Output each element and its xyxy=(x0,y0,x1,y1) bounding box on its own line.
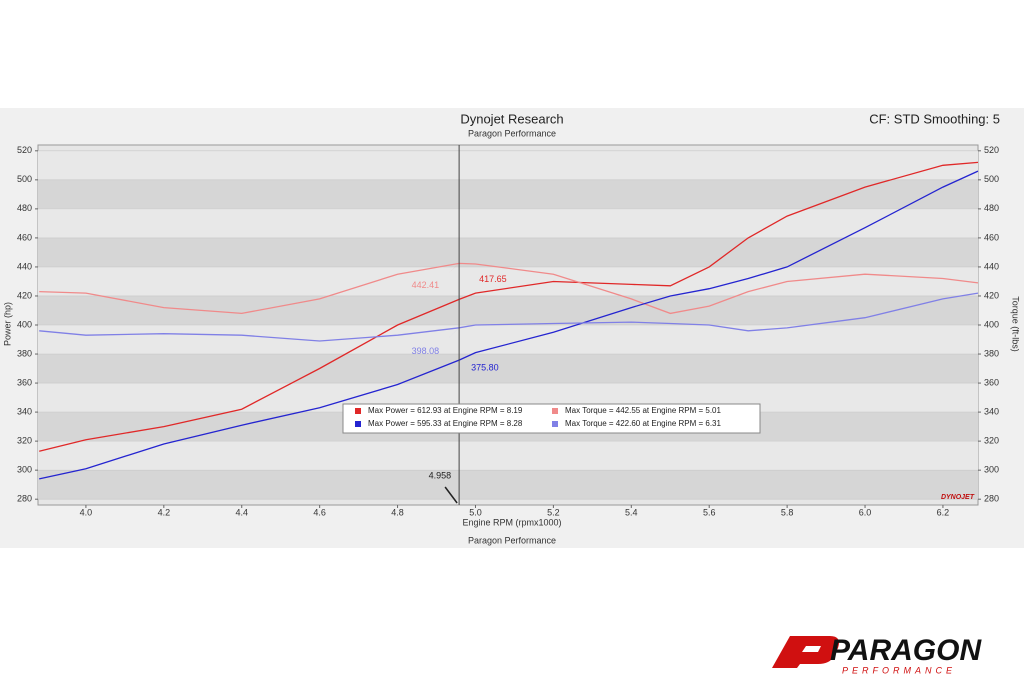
grid-band xyxy=(38,237,978,267)
grid-band xyxy=(38,325,978,355)
y-tick-label: 380 xyxy=(17,348,32,358)
x-tick-label: 4.8 xyxy=(391,507,404,517)
x-tick-label: 6.2 xyxy=(937,507,950,517)
legend-label: Max Torque = 442.55 at Engine RPM = 5.01 xyxy=(565,406,722,415)
x-tick-label: 4.4 xyxy=(235,507,248,517)
grid-band xyxy=(38,150,978,180)
readout-label: 417.65 xyxy=(479,274,507,284)
y2-tick-label: 360 xyxy=(984,377,999,387)
x-tick-label: 4.0 xyxy=(80,507,93,517)
readout-arrow xyxy=(448,327,460,338)
series-line xyxy=(39,292,979,342)
grid-band xyxy=(38,179,978,209)
y-tick-label: 500 xyxy=(17,174,32,184)
x-tick-label: 5.0 xyxy=(469,507,482,517)
legend-swatch xyxy=(552,408,558,414)
y-axis-label: Power (hp) xyxy=(2,302,12,346)
grid-band xyxy=(38,441,978,471)
y2-tick-label: 520 xyxy=(984,145,999,155)
y2-tick-label: 400 xyxy=(984,319,999,329)
readout-arrow xyxy=(448,263,460,274)
y-tick-label: 440 xyxy=(17,261,32,271)
y2-axis-label: Torque (ft-lbs) xyxy=(1011,296,1021,352)
x-tick-label: 4.6 xyxy=(313,507,326,517)
x-tick-label: 5.2 xyxy=(547,507,560,517)
footer: Paragon Performance xyxy=(468,535,556,545)
y2-tick-label: 420 xyxy=(984,290,999,300)
legend-swatch xyxy=(355,421,361,427)
chart-subtitle: Paragon Performance xyxy=(468,128,556,138)
readout-label: 398.08 xyxy=(412,346,440,356)
y2-tick-label: 320 xyxy=(984,436,999,446)
x-axis-label: Engine RPM (rpmx1000) xyxy=(462,517,561,527)
y2-tick-label: 440 xyxy=(984,261,999,271)
chart-title: Dynojet Research xyxy=(460,111,563,126)
logo: PARAGON PERFORMANCE xyxy=(772,634,982,675)
x-tick-label: 5.4 xyxy=(625,507,638,517)
y-tick-label: 340 xyxy=(17,406,32,416)
y-tick-label: 460 xyxy=(17,232,32,242)
logo-tagline: PERFORMANCE xyxy=(842,665,956,675)
y2-tick-label: 280 xyxy=(984,494,999,504)
x-tick-label: 4.2 xyxy=(158,507,171,517)
series-line xyxy=(39,170,979,480)
x-tick-label: 6.0 xyxy=(859,507,872,517)
series-line xyxy=(39,161,979,452)
legend-swatch xyxy=(552,421,558,427)
y2-tick-label: 480 xyxy=(984,203,999,213)
legend-label: Max Torque = 422.60 at Engine RPM = 6.31 xyxy=(565,419,722,428)
y2-tick-label: 380 xyxy=(984,348,999,358)
y-tick-label: 280 xyxy=(17,494,32,504)
readout-label: 442.41 xyxy=(412,280,440,290)
y-tick-label: 320 xyxy=(17,436,32,446)
grid-band xyxy=(38,208,978,238)
legend-label: Max Power = 595.33 at Engine RPM = 8.28 xyxy=(368,419,523,428)
y2-tick-label: 340 xyxy=(984,406,999,416)
y2-tick-label: 500 xyxy=(984,174,999,184)
cursor-arrow xyxy=(444,486,458,504)
y-tick-label: 480 xyxy=(17,203,32,213)
y2-tick-label: 300 xyxy=(984,465,999,475)
legend xyxy=(342,403,761,434)
legend-label: Max Power = 612.93 at Engine RPM = 8.19 xyxy=(368,406,523,415)
grid-band xyxy=(38,354,978,384)
x-tick-label: 5.6 xyxy=(703,507,716,517)
settings-label: CF: STD Smoothing: 5 xyxy=(869,111,1000,126)
y-tick-label: 520 xyxy=(17,145,32,155)
y-tick-label: 420 xyxy=(17,290,32,300)
y-tick-label: 300 xyxy=(17,465,32,475)
brand-mark: DYNOJET xyxy=(941,494,975,501)
logo-text: PARAGON xyxy=(830,634,982,667)
readout-label: 375.80 xyxy=(471,363,499,373)
legend-swatch xyxy=(355,408,361,414)
grid-band xyxy=(38,470,978,500)
grid-band xyxy=(38,266,978,296)
series-line xyxy=(39,262,979,315)
x-tick-label: 5.8 xyxy=(781,507,794,517)
grid-band xyxy=(38,295,978,325)
y-tick-label: 400 xyxy=(17,319,32,329)
logo-mark xyxy=(772,636,839,668)
cursor-label: 4.958 xyxy=(429,470,452,480)
y-tick-label: 360 xyxy=(17,377,32,387)
y2-tick-label: 460 xyxy=(984,232,999,242)
